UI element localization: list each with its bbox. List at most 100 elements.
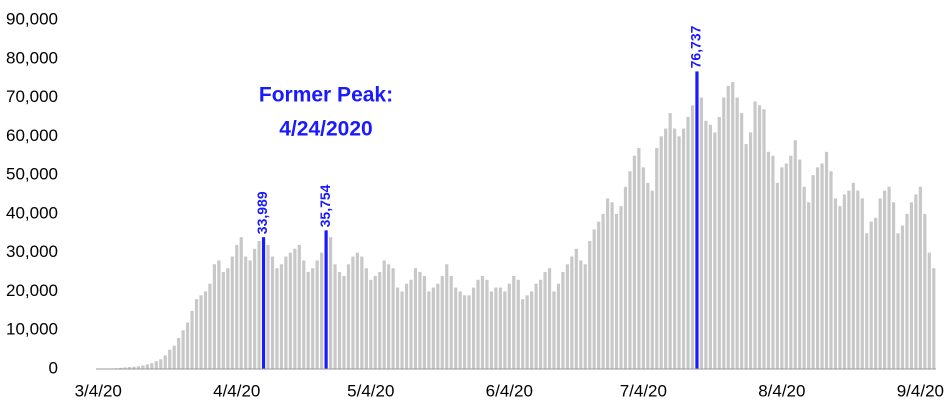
bar <box>655 147 659 369</box>
bar <box>641 167 645 369</box>
annotation: Former Peak: <box>259 84 393 107</box>
bar <box>525 295 529 369</box>
bar <box>168 349 172 369</box>
bar <box>467 295 471 369</box>
bar <box>798 159 802 369</box>
bar <box>132 366 136 369</box>
bar <box>556 283 561 369</box>
bar <box>802 186 806 369</box>
bar <box>342 275 346 369</box>
bar <box>543 272 547 369</box>
bar <box>440 275 444 369</box>
bar <box>713 132 717 369</box>
bar <box>869 221 873 369</box>
bar <box>181 330 185 369</box>
bar <box>896 233 900 369</box>
bar <box>601 213 605 369</box>
bar <box>163 355 167 369</box>
bar <box>297 244 301 369</box>
bar <box>346 264 351 369</box>
bar <box>561 272 565 369</box>
bar <box>614 213 619 369</box>
bar <box>722 97 726 370</box>
bar <box>646 182 650 369</box>
bar <box>833 198 838 369</box>
bar <box>583 264 587 369</box>
bar <box>177 337 181 369</box>
bar <box>632 155 637 369</box>
bar <box>740 113 744 369</box>
bar <box>699 97 704 370</box>
bar <box>762 109 766 369</box>
bar <box>373 275 377 369</box>
bar <box>735 97 739 370</box>
bar <box>333 264 337 369</box>
bar <box>404 283 409 369</box>
bar <box>355 252 359 369</box>
bar <box>748 132 753 369</box>
bar <box>842 194 847 369</box>
bar <box>883 190 887 369</box>
bar <box>664 128 668 369</box>
bar <box>212 264 217 369</box>
bar <box>226 268 230 369</box>
bar <box>136 366 141 369</box>
x-tick-label: 6/4/20 <box>486 381 533 400</box>
bar <box>605 198 610 369</box>
bar <box>351 256 355 369</box>
bar <box>789 155 793 369</box>
bar <box>780 167 784 369</box>
bar <box>637 147 641 369</box>
bar <box>579 260 583 369</box>
x-tick-label: 4/4/20 <box>213 381 260 400</box>
bar <box>208 283 212 369</box>
bar <box>154 361 158 369</box>
bar <box>449 275 453 369</box>
bar <box>485 279 489 369</box>
bar <box>302 260 306 369</box>
bar <box>328 237 333 369</box>
bar <box>199 295 203 369</box>
bar <box>422 275 427 369</box>
bar <box>230 256 234 369</box>
bar <box>860 198 864 369</box>
bar <box>239 237 243 369</box>
bar <box>512 275 516 369</box>
bar <box>471 287 476 369</box>
bar <box>159 359 163 369</box>
bar <box>436 283 440 369</box>
bar <box>610 202 614 369</box>
bar <box>757 105 762 370</box>
bar <box>203 291 208 369</box>
bar <box>257 241 261 369</box>
bar <box>516 279 520 369</box>
y-tick-label: 70,000 <box>6 87 58 106</box>
bar <box>811 175 815 369</box>
bar <box>565 264 569 369</box>
bar <box>597 221 601 369</box>
bar <box>744 144 748 369</box>
bar <box>650 190 654 369</box>
y-tick-label: 20,000 <box>6 281 58 300</box>
bar <box>847 190 851 369</box>
bar <box>503 291 507 369</box>
bar <box>690 105 695 370</box>
bar <box>476 279 480 369</box>
x-tick-label: 7/4/20 <box>620 381 667 400</box>
bar <box>592 229 596 369</box>
bar <box>498 287 502 369</box>
bar <box>686 116 690 369</box>
bar <box>628 171 632 369</box>
bar <box>387 264 391 369</box>
bar <box>118 367 123 369</box>
y-tick-label: 60,000 <box>6 126 58 145</box>
bar <box>279 264 284 369</box>
bar <box>454 287 458 369</box>
x-tick-label: 5/4/20 <box>347 381 394 400</box>
bar <box>190 310 194 369</box>
bar <box>681 128 686 369</box>
bar <box>360 256 364 369</box>
bar <box>619 206 623 369</box>
bar <box>123 367 127 369</box>
bar <box>815 167 820 369</box>
